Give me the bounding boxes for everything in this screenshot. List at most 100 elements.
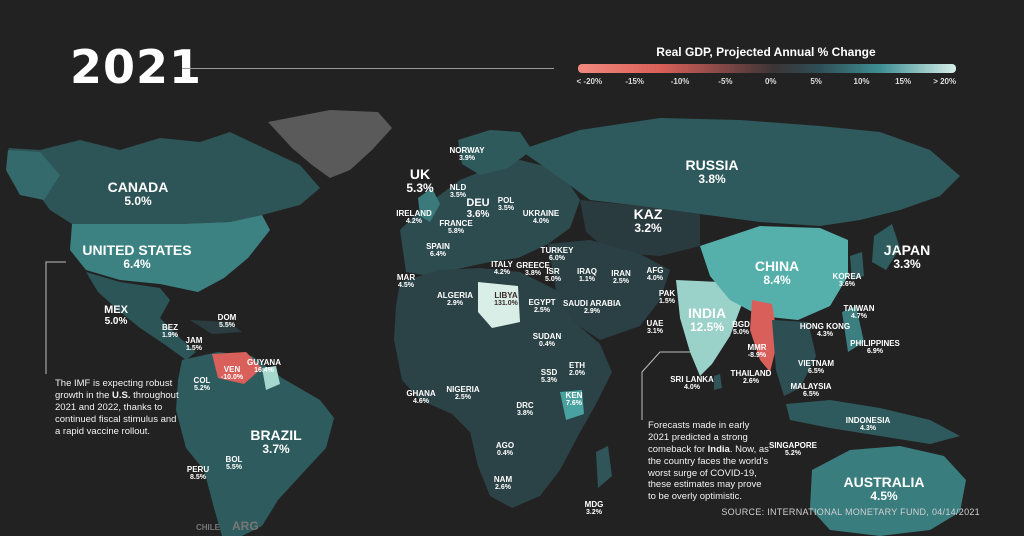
label-guyana: GUYANA 16.4% (247, 358, 281, 375)
label-greece: GREECE 3.8% (516, 261, 550, 278)
label-mdg: MDG 3.2% (584, 500, 604, 517)
legend-tick: -10% (670, 77, 690, 86)
caribbean-shape (190, 320, 242, 334)
greenland-shape (268, 110, 392, 178)
indonesia-shape (786, 400, 960, 444)
label-china: CHINA 8.4% (754, 258, 800, 287)
label-ukraine: UKRAINE 4.0% (522, 209, 560, 226)
label-iran: IRAN 2.5% (611, 269, 631, 286)
label-canada: CANADA 5.0% (107, 179, 169, 208)
scandinavia-shape (458, 130, 532, 175)
label-mar: MAR 4.5% (396, 273, 416, 290)
legend-tick: > 20% (933, 77, 957, 86)
kazakhstan-shape (580, 200, 700, 256)
label-nam: NAM 2.6% (493, 475, 513, 492)
legend-tick: 15% (895, 77, 912, 86)
libya-shape (478, 282, 520, 328)
label-norway: NORWAY 3.9% (449, 146, 485, 163)
kenya-shape (560, 390, 584, 420)
philippines-shape (842, 306, 864, 352)
venezuela-shape (212, 352, 262, 384)
label-kaz: KAZ 3.2% (633, 206, 663, 235)
label-iraq: IRAQ 1.1% (577, 267, 597, 284)
label-ssd: SSD 5.3% (540, 368, 558, 385)
label-pak: PAK 1.5% (658, 289, 676, 306)
japan-shape (872, 224, 900, 270)
label-ken: KEN 7.6% (565, 391, 583, 408)
label-india: INDIA 12.5% (687, 305, 727, 334)
label-deu: DEU 3.6% (466, 197, 490, 220)
label-sudan: SUDAN 0.4% (532, 332, 562, 349)
label-nigeria: NIGERIA 2.5% (446, 385, 480, 402)
united-states-shape (70, 215, 270, 292)
label-uae: UAE 3.1% (646, 319, 664, 336)
label-saudi-arabia: SAUDI ARABIA 2.9% (563, 299, 621, 316)
label-brazil: BRAZIL 3.7% (250, 427, 302, 456)
label-mex: MEX 5.0% (104, 304, 128, 327)
legend-tick: -5% (718, 77, 733, 86)
sri-lanka-shape (714, 374, 722, 390)
guyana-shape (262, 366, 280, 390)
label-bez: BEZ 1.9% (162, 323, 178, 340)
legend-tick: 10% (853, 77, 870, 86)
label-arg: ARG (232, 519, 259, 533)
label-thailand: THAILAND 2.6% (730, 369, 772, 386)
label-peru: PERU 8.5% (186, 465, 210, 482)
label-uk: UK 5.3% (406, 166, 434, 195)
label-eth: ETH 2.0% (569, 361, 585, 378)
label-turkey: TURKEY 6.0% (540, 246, 574, 263)
label-libya: LIBYA 131.0% (494, 291, 518, 308)
alaska-shape (6, 150, 60, 200)
label-afg: AFG 4.0% (646, 266, 664, 283)
label-hong-kong: HONG KONG 4.3% (799, 322, 851, 339)
title-divider (182, 68, 554, 69)
africa-shape (394, 268, 612, 508)
label-chile: CHILE (196, 523, 220, 532)
label-mmr: MMR -8.9% (747, 343, 767, 360)
label-sri-lanka: SRI LANKA 4.0% (670, 375, 714, 392)
label-pol: POL 3.5% (497, 196, 515, 213)
label-bol: BOL 5.5% (225, 455, 243, 472)
label-indonesia: INDONESIA 4.3% (845, 416, 891, 433)
india-shape (676, 280, 742, 376)
label-united-states: UNITED STATES 6.4% (82, 242, 192, 271)
legend-title: Real GDP, Projected Annual % Change (656, 45, 876, 59)
label-korea: KOREA 3.6% (832, 272, 862, 289)
legend-ticks: < -20% -15% -10% -5% 0% 5% 10% 15% > 20% (576, 77, 957, 89)
label-col: COL 5.2% (193, 376, 211, 393)
india-annotation: Forecasts made in early 2021 predicted a… (648, 420, 769, 503)
label-ven: VEN -10.0% (220, 365, 244, 382)
middle-east-shape (548, 240, 670, 340)
label-nld: NLD 3.5% (449, 183, 467, 200)
australia-shape (810, 446, 966, 536)
year-title: 2021 (70, 40, 203, 94)
label-isr: ISR 5.0% (545, 267, 561, 284)
korea-shape (850, 252, 864, 280)
legend-tick: < -20% (576, 77, 603, 86)
us-annotation: The IMF is expecting robust growth in th… (55, 378, 179, 437)
legend-tick: -15% (625, 77, 645, 86)
uk-shape (418, 188, 440, 222)
label-taiwan: TAIWAN 4.7% (843, 304, 875, 321)
label-jam: JAM 1.5% (185, 336, 203, 353)
label-vietnam: VIETNAM 6.5% (798, 359, 834, 376)
label-russia: RUSSIA 3.8% (685, 157, 739, 186)
label-singapore: SINGAPORE 5.2% (768, 441, 818, 458)
legend-tick: 0% (764, 77, 777, 86)
label-dom: DOM 5.5% (217, 313, 237, 330)
us-annotation-line (45, 261, 66, 374)
south-america-shape (176, 352, 334, 536)
label-philippines: PHILIPPINES 6.9% (850, 339, 900, 356)
label-algeria: ALGERIA 2.9% (437, 291, 473, 308)
legend-color-scale (578, 64, 956, 73)
label-ireland: IRELAND 4.2% (396, 209, 432, 226)
india-annotation-line (641, 351, 690, 420)
europe-shape (400, 160, 580, 276)
source-note: SOURCE: INTERNATIONAL MONETARY FUND, 04/… (721, 507, 980, 517)
china-shape (700, 226, 848, 320)
label-spain: SPAIN 6.4% (426, 242, 450, 259)
label-italy: ITALY 4.2% (491, 260, 513, 277)
madagascar-shape (596, 446, 612, 488)
label-ghana: GHANA 4.6% (406, 389, 436, 406)
